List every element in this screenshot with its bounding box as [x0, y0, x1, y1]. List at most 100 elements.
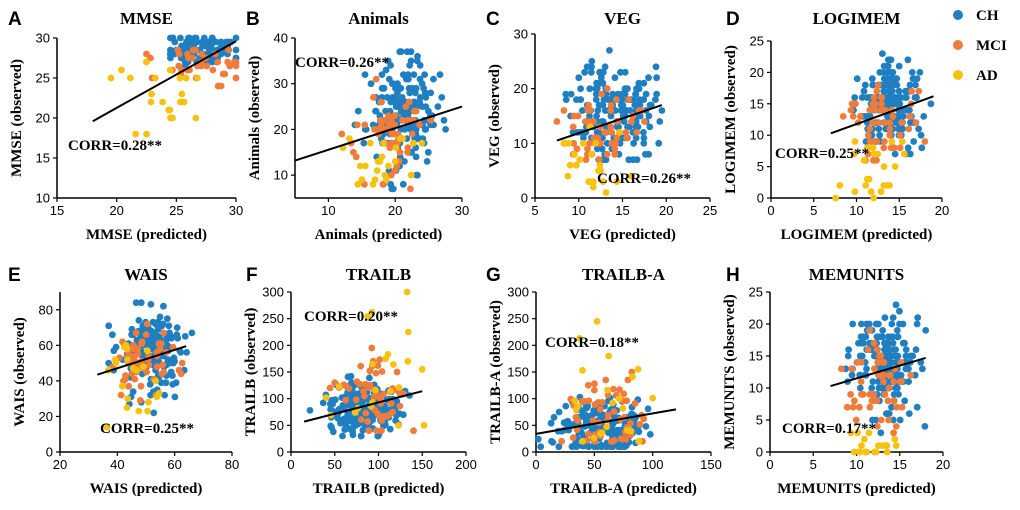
scatter-point-mci [221, 70, 229, 78]
scatter-point-ch [902, 365, 910, 373]
scatter-point-ch [640, 134, 648, 142]
scatter-point-ad [354, 180, 362, 188]
scatter-point-ad [572, 161, 580, 169]
scatter-point-ch [876, 333, 883, 341]
y-tick-label: 40 [39, 373, 53, 388]
scatter-point-mci [143, 50, 150, 58]
scatter-point-ad [613, 178, 621, 186]
scatter-point-mci [602, 376, 610, 384]
scatter-point-mci [628, 118, 635, 125]
scatter-point-ch [165, 322, 173, 330]
legend-marker-ch [953, 10, 963, 20]
scatter-point-ch [869, 378, 877, 385]
scatter-point-ch [586, 112, 593, 120]
chart-title: Animals [348, 9, 409, 28]
scatter-point-mci [385, 121, 393, 129]
scatter-point-ch [550, 413, 558, 421]
x-tick-label: 0 [767, 203, 774, 218]
scatter-point-mci [866, 403, 874, 411]
scatter-point-mci [408, 130, 416, 138]
scatter-point-ch [614, 123, 622, 131]
scatter-point-ch [889, 339, 897, 347]
scatter-point-ch [386, 425, 394, 433]
scatter-point-mci [590, 386, 598, 394]
y-axis-label: Animals (observed) [247, 56, 263, 181]
scatter-point-mci [636, 420, 644, 428]
scatter-point-ad [836, 182, 844, 189]
scatter-point-mci [389, 408, 397, 416]
panel-letter: H [726, 265, 740, 286]
scatter-point-ch [399, 180, 407, 188]
y-tick-label: 10 [274, 168, 288, 183]
scatter-point-ch [853, 75, 861, 83]
corr-annotation: CORR=0.25** [100, 421, 194, 437]
x-tick-label: 10 [321, 203, 335, 218]
scatter-point-mci [908, 87, 915, 95]
scatter-point-ch [163, 315, 171, 323]
panel-letter: G [486, 265, 501, 286]
y-tick-label: 0 [522, 445, 529, 460]
scatter-point-ch [169, 372, 176, 379]
x-axis-label: LOGIMEM (predicted) [781, 227, 933, 243]
scatter-point-ch [885, 410, 892, 417]
scatter-point-ad [579, 139, 587, 147]
scatter-point-ad [603, 423, 610, 431]
scatter-point-ch [625, 156, 633, 164]
scatter-point-ch [879, 50, 886, 57]
scatter-point-ch [193, 38, 201, 46]
panel-letter: C [486, 9, 500, 30]
scatter-point-mci [852, 416, 860, 424]
chart-title: WAIS [124, 265, 167, 284]
scatter-point-ch [888, 403, 895, 411]
scatter-point-mci [379, 180, 387, 188]
scatter-point-ch [555, 443, 563, 451]
scatter-point-ch [902, 346, 910, 353]
scatter-point-ch [880, 75, 888, 83]
scatter-point-mci [921, 138, 929, 145]
scatter-point-ch [618, 443, 626, 451]
scatter-point-ad [856, 448, 864, 456]
scatter-point-mci [585, 430, 592, 438]
y-tick-label: 150 [507, 365, 529, 380]
scatter-point-mci [352, 153, 360, 161]
scatter-point-ch [633, 156, 641, 164]
scatter-point-ch [170, 354, 178, 362]
scatter-point-ch [594, 107, 602, 114]
scatter-point-ad [369, 180, 377, 188]
scatter-point-ch [889, 314, 897, 321]
scatter-point-mci [558, 437, 565, 445]
y-tick-label: 0 [46, 445, 53, 460]
scatter-point-ch [912, 81, 919, 89]
scatter-point-mci [896, 131, 904, 139]
scatter-point-mci [368, 344, 376, 352]
scatter-point-ch [856, 384, 864, 392]
scatter-point-ch [583, 63, 591, 71]
scatter-point-ch [188, 329, 196, 337]
scatter-point-ch [872, 416, 880, 424]
x-tick-label: 50 [587, 457, 601, 472]
y-tick-label: 15 [750, 96, 764, 111]
x-tick-label: 15 [615, 203, 629, 218]
scatter-point-mci [188, 54, 196, 62]
scatter-point-ch [584, 402, 591, 410]
scatter-point-ch [597, 74, 605, 82]
scatter-point-ch [884, 113, 891, 120]
scatter-point-mci [622, 129, 630, 136]
scatter-point-mci [874, 359, 882, 366]
scatter-point-ch [105, 322, 113, 330]
scatter-point-ad [609, 399, 616, 407]
regression-line [830, 95, 934, 135]
scatter-point-ad [588, 150, 595, 158]
scatter-point-mci [175, 50, 183, 58]
scatter-point-mci [864, 150, 872, 158]
scatter-point-ch [385, 75, 393, 83]
corr-annotation: CORR=0.18** [545, 335, 639, 351]
scatter-point-ad [649, 394, 657, 402]
scatter-point-ad [869, 144, 877, 152]
scatter-point-mci [214, 82, 222, 90]
scatter-point-ad [576, 335, 583, 342]
scatter-point-mci [158, 370, 166, 378]
scatter-point-ch [640, 129, 647, 136]
y-tick-label: 40 [274, 31, 288, 46]
scatter-point-ch [895, 371, 903, 379]
